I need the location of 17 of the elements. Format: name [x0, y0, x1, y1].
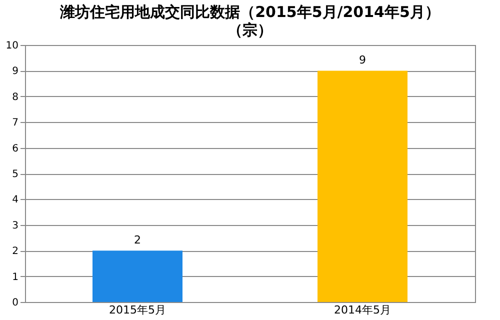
y-tick-label: 6 [12, 143, 18, 154]
y-tick-label: 8 [12, 92, 18, 103]
x-tick-label: 2015年5月 [109, 304, 166, 316]
y-tick-label: 2 [12, 246, 18, 258]
data-label: 2 [134, 234, 141, 247]
chart-subtitle: （宗） [228, 21, 272, 39]
y-tick-label: 4 [12, 194, 18, 206]
y-tick-label: 10 [6, 40, 18, 52]
chart-title: 潍坊住宅用地成交同比数据（2015年5月/2014年5月） [59, 3, 440, 21]
y-tick-label: 3 [12, 220, 18, 232]
x-tick-label: 2014年5月 [334, 304, 391, 316]
data-label: 9 [359, 54, 366, 67]
y-tick-label: 0 [12, 298, 18, 308]
y-tick-label: 5 [12, 169, 18, 180]
y-tick-label: 7 [12, 118, 18, 129]
y-tick-label: 1 [12, 272, 18, 283]
y-tick-label: 9 [12, 66, 18, 78]
